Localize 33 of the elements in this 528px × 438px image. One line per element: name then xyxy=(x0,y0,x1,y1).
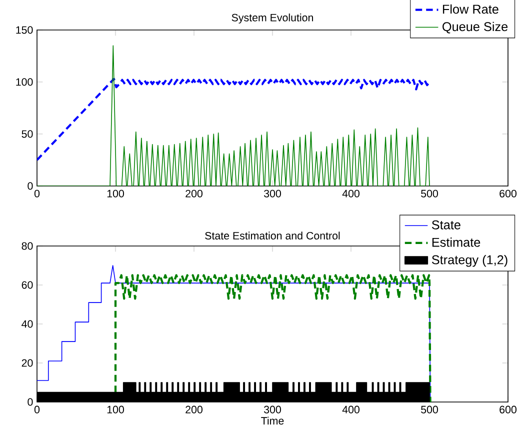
legend-label: State xyxy=(432,220,460,230)
y-tick-label: 20 xyxy=(22,359,33,367)
x-axis-title: Time xyxy=(261,416,284,425)
x-tick-label: 400 xyxy=(342,406,360,414)
y-tick-label: 80 xyxy=(22,242,33,250)
y-tick-label: 100 xyxy=(16,78,33,86)
x-tick-label: 500 xyxy=(421,190,438,198)
chart-title: State Estimation and Control xyxy=(205,232,340,240)
x-tick-label: 600 xyxy=(500,190,516,198)
line-series xyxy=(37,78,431,162)
x-tick-label: 200 xyxy=(186,190,202,198)
chart-title: System Evolution xyxy=(232,14,314,24)
x-tick-label: 200 xyxy=(186,406,202,414)
x-tick-label: 0 xyxy=(34,406,40,414)
x-tick-label: 400 xyxy=(342,190,360,198)
legend-label: Flow Rate xyxy=(442,4,498,14)
x-tick-label: 300 xyxy=(264,190,281,198)
x-tick-label: 600 xyxy=(500,406,516,414)
legend-label: Strategy (1,2) xyxy=(432,254,508,267)
x-tick-label: 100 xyxy=(107,406,124,414)
y-tick-label: 50 xyxy=(22,130,33,138)
x-tick-label: 500 xyxy=(421,406,438,414)
y-tick-label: 0 xyxy=(28,182,33,190)
legend-label: Queue Size xyxy=(442,22,508,34)
x-tick-label: 300 xyxy=(264,406,281,414)
text: Estimate xyxy=(432,238,480,247)
x-tick-label: 0 xyxy=(34,190,40,198)
y-tick-label: 60 xyxy=(22,281,33,289)
y-tick-label: 0 xyxy=(28,398,33,406)
y-tick-label: 40 xyxy=(22,320,33,328)
x-tick-label: 100 xyxy=(107,190,124,198)
line-series xyxy=(114,274,432,402)
y-tick-label: 150 xyxy=(16,26,33,34)
